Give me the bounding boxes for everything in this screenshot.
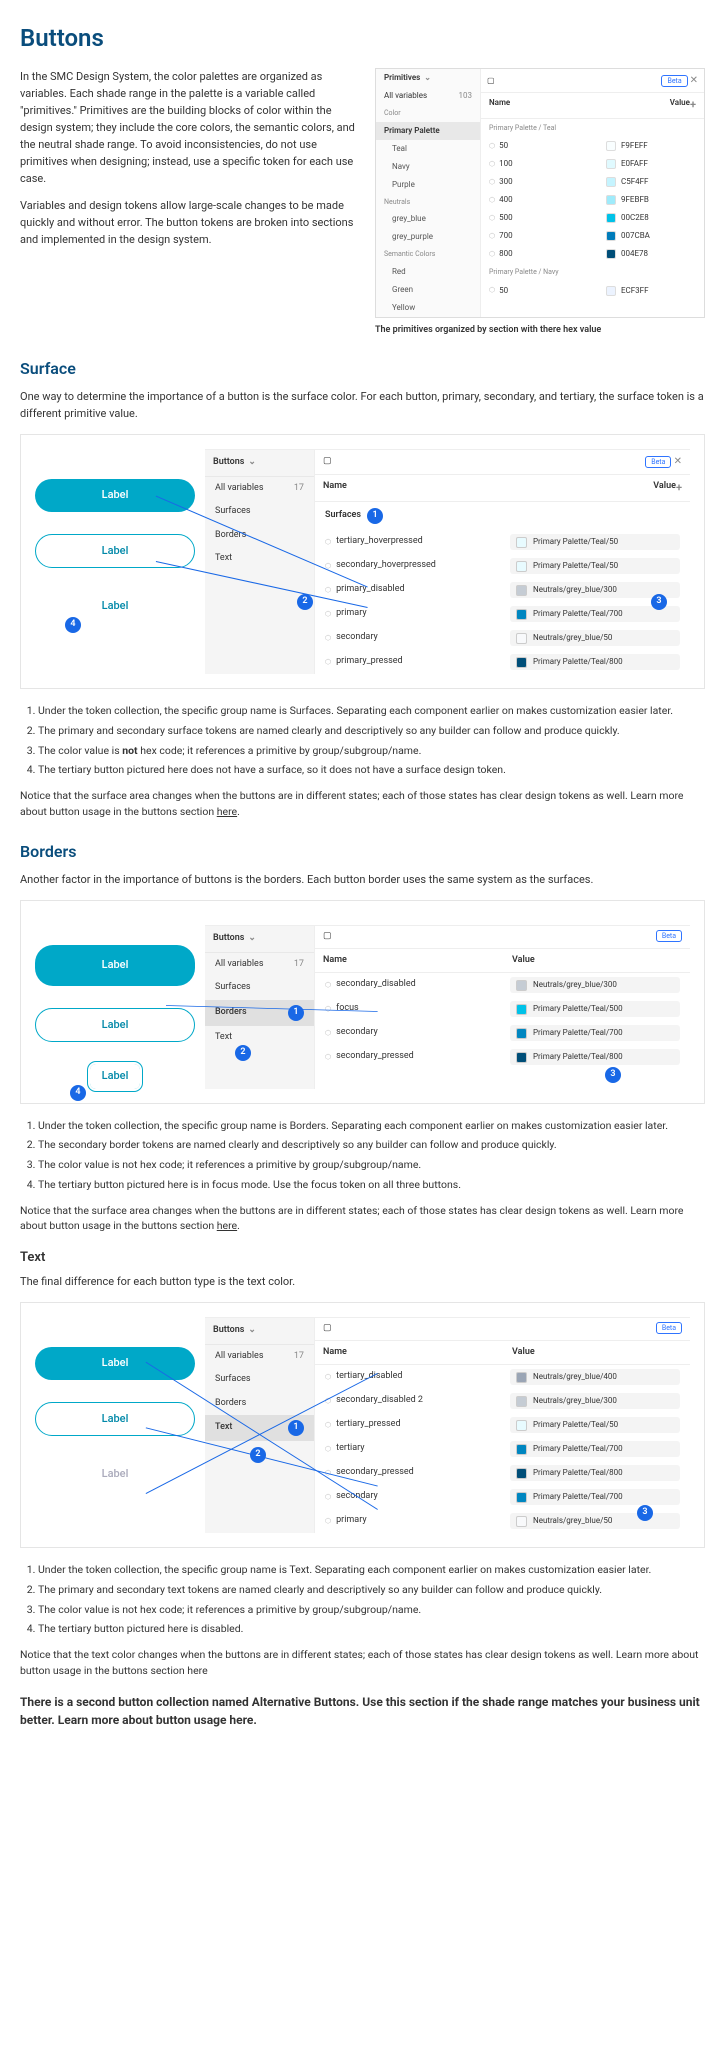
annotation-1: 1 bbox=[288, 1005, 304, 1021]
text-heading: Text bbox=[20, 1248, 705, 1268]
primitive-row: ⬡400 9FEBFB bbox=[481, 191, 704, 209]
secondary-button[interactable]: Label bbox=[35, 534, 195, 569]
text-figure: Label Label Label Buttons⌄ All variables… bbox=[20, 1302, 705, 1548]
surface-heading: Surface bbox=[20, 357, 705, 381]
tertiary-button-disabled: Label bbox=[35, 1458, 195, 1491]
annotation-2: 2 bbox=[250, 1447, 266, 1463]
text-desc: The final difference for each button typ… bbox=[20, 1274, 705, 1291]
primitive-row: ⬡50 F9FEFF bbox=[481, 137, 704, 155]
token-row: ⬡primary Primary Palette/Teal/700 bbox=[315, 602, 690, 626]
borders-closing: Notice that the surface area changes whe… bbox=[20, 1203, 705, 1235]
token-row: ⬡secondary_pressed Primary Palette/Teal/… bbox=[315, 1045, 690, 1069]
final-note: There is a second button collection name… bbox=[20, 1693, 705, 1729]
text-token-panel: Buttons⌄ All variables17 Surfaces Border… bbox=[205, 1317, 690, 1533]
borders-desc: Another factor in the importance of butt… bbox=[20, 872, 705, 889]
primitive-row: ⬡100 E0FAFF bbox=[481, 155, 704, 173]
secondary-button[interactable]: Label bbox=[35, 1402, 195, 1437]
borders-token-panel: Buttons⌄ All variables17 Surfaces Border… bbox=[205, 925, 690, 1089]
primitive-row: ⬡300 C5F4FF bbox=[481, 173, 704, 191]
annotation-4: 4 bbox=[65, 617, 81, 633]
primitive-row: ⬡800 004E78 bbox=[481, 245, 704, 263]
token-row: ⬡secondary Primary Palette/Teal/700 bbox=[315, 1021, 690, 1045]
annotation-3: 3 bbox=[637, 1505, 653, 1521]
token-row: ⬡secondary Primary Palette/Teal/700 bbox=[315, 1485, 690, 1509]
surface-notes: Under the token collection, the specific… bbox=[38, 703, 705, 778]
annotation-2: 2 bbox=[297, 594, 313, 610]
text-closing: Notice that the text color changes when … bbox=[20, 1647, 705, 1679]
annotation-3: 3 bbox=[605, 1067, 621, 1083]
surface-figure: Label Label Label 4 Buttons⌄ All variabl… bbox=[20, 434, 705, 689]
token-row: ⬡primary Neutrals/grey_blue/50 bbox=[315, 1509, 690, 1533]
panel-icon: ▢ bbox=[323, 455, 332, 469]
primitive-row: ⬡50 ECF3FF bbox=[481, 282, 704, 300]
primitives-panel: Primitives ⌄ All variables103 Color Prim… bbox=[375, 68, 705, 318]
text-notes: Under the token collection, the specific… bbox=[38, 1562, 705, 1637]
panel-icon: ▢ bbox=[323, 930, 332, 944]
annotation-1: 1 bbox=[288, 1420, 304, 1436]
annotation-4: 4 bbox=[70, 1085, 86, 1101]
primary-button[interactable]: Label bbox=[35, 479, 195, 512]
intro-text: In the SMC Design System, the color pale… bbox=[20, 68, 361, 337]
token-row: ⬡tertiary Primary Palette/Teal/700 bbox=[315, 1437, 690, 1461]
tertiary-button-focus[interactable]: Label bbox=[90, 1064, 141, 1089]
token-row: ⬡tertiary_pressed Primary Palette/Teal/5… bbox=[315, 1413, 690, 1437]
token-row: ⬡secondary_disabled 2 Neutrals/grey_blue… bbox=[315, 1389, 690, 1413]
panel-icon: ▢ bbox=[487, 75, 495, 87]
secondary-button[interactable]: Label bbox=[35, 1008, 195, 1043]
token-row: ⬡secondary Neutrals/grey_blue/50 bbox=[315, 626, 690, 650]
annotation-1: 1 bbox=[367, 508, 383, 524]
token-row: ⬡secondary_hoverpressed Primary Palette/… bbox=[315, 554, 690, 578]
token-row: ⬡focus Primary Palette/Teal/500 bbox=[315, 997, 690, 1021]
tertiary-button[interactable]: Label bbox=[35, 590, 195, 623]
primitive-row: ⬡500 00C2E8 bbox=[481, 209, 704, 227]
borders-heading: Borders bbox=[20, 840, 705, 864]
panel-icon: ▢ bbox=[323, 1322, 332, 1336]
annotation-2: 2 bbox=[235, 1045, 251, 1061]
surface-closing: Notice that the surface area changes whe… bbox=[20, 788, 705, 820]
primary-button[interactable]: Label bbox=[35, 1347, 195, 1380]
primitives-caption: The primitives organized by section with… bbox=[375, 324, 705, 338]
token-row: ⬡tertiary_disabled Neutrals/grey_blue/40… bbox=[315, 1365, 690, 1389]
token-row: ⬡primary_pressed Primary Palette/Teal/80… bbox=[315, 650, 690, 674]
primitive-row: ⬡700 007CBA bbox=[481, 227, 704, 245]
surface-token-panel: Buttons⌄ All variables17 Surfaces Border… bbox=[205, 449, 690, 674]
token-row: ⬡secondary_disabled Neutrals/grey_blue/3… bbox=[315, 973, 690, 997]
primary-button[interactable]: Label bbox=[35, 945, 195, 986]
borders-notes: Under the token collection, the specific… bbox=[38, 1118, 705, 1193]
surface-desc: One way to determine the importance of a… bbox=[20, 389, 705, 422]
annotation-3: 3 bbox=[651, 594, 667, 610]
borders-figure: Label Label Label 4 Buttons⌄ All variabl… bbox=[20, 900, 705, 1104]
token-row: ⬡tertiary_hoverpressed Primary Palette/T… bbox=[315, 530, 690, 554]
token-row: ⬡primary_disabled Neutrals/grey_blue/300 bbox=[315, 578, 690, 602]
page-title: Buttons bbox=[20, 20, 705, 56]
token-row: ⬡secondary_pressed Primary Palette/Teal/… bbox=[315, 1461, 690, 1485]
